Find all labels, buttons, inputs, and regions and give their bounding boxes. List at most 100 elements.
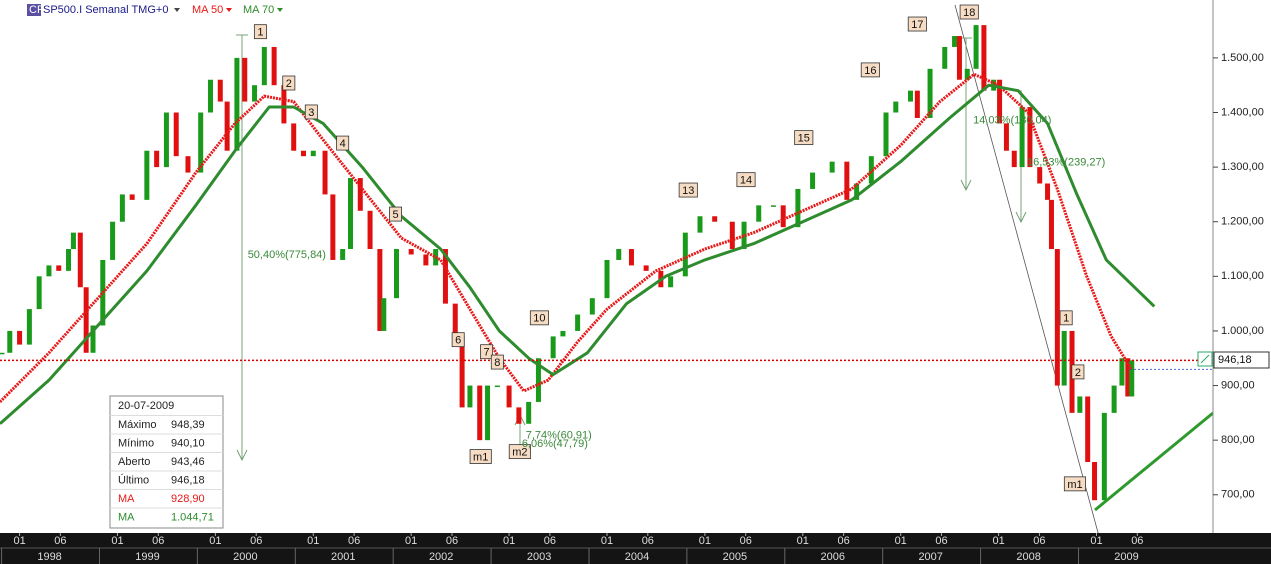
price-bar — [423, 254, 429, 266]
year-label: 2006 — [821, 551, 845, 563]
price-bar — [1119, 358, 1125, 386]
symbol-icon — [27, 4, 41, 16]
wave-label-text: m1 — [473, 451, 488, 463]
symbol-label[interactable]: SP500.I Semanal TMG+0 — [43, 4, 168, 16]
wave-label: m2 — [508, 444, 531, 460]
price-bar — [854, 183, 860, 200]
price-bar — [442, 249, 448, 304]
price-bar — [129, 194, 135, 200]
wave-label: 8 — [490, 354, 504, 370]
price-bar — [973, 25, 979, 69]
moving-average — [0, 72, 1133, 403]
y-tick-label: 1.000,00 — [1221, 325, 1264, 337]
price-bar — [66, 249, 72, 271]
x-tick-label: 06 — [152, 535, 164, 547]
price-bar — [712, 216, 718, 222]
wave-label-box — [959, 4, 979, 20]
price-bar — [119, 194, 125, 222]
info-label: Aberto — [118, 456, 150, 468]
price-bar — [0, 352, 5, 355]
price-bar — [56, 265, 62, 271]
wave-label-text: 2 — [1075, 367, 1081, 379]
price-bar — [770, 205, 776, 207]
x-tick-label: 01 — [699, 535, 711, 547]
dropdown[interactable] — [226, 8, 232, 12]
price-bar — [300, 150, 306, 157]
price-bar — [224, 101, 230, 151]
wave-label: 15 — [794, 130, 814, 146]
price-bar — [1111, 385, 1117, 413]
price-bar — [163, 112, 169, 168]
info-value: 946,18 — [171, 474, 205, 486]
price-bar — [810, 172, 816, 189]
price-bar — [981, 25, 987, 91]
year-label: 2002 — [429, 551, 453, 563]
ma-label[interactable]: MA 70 — [243, 4, 274, 16]
price-marker: 946,18 — [1197, 351, 1270, 369]
wave-label: 2 — [1071, 364, 1085, 380]
wave-label-text: 7 — [484, 347, 490, 359]
year-label: 1999 — [135, 551, 159, 563]
info-date: 20-07-2009 — [118, 400, 174, 412]
price-bar — [185, 156, 191, 173]
price-bar — [46, 265, 52, 277]
price-bar — [604, 259, 610, 299]
wave-label-text: 1 — [1063, 313, 1069, 325]
wave-label-text: 4 — [340, 138, 346, 150]
wave-label-box — [490, 354, 504, 370]
wave-label-box — [508, 444, 531, 460]
x-tick-label: 01 — [209, 535, 221, 547]
price-bar — [1092, 462, 1098, 501]
x-tick-label: 06 — [642, 535, 654, 547]
price-bar — [394, 249, 400, 299]
price-bar — [1003, 123, 1009, 151]
price-bar — [7, 330, 13, 353]
price-bar — [357, 178, 363, 211]
legend: CFD SP500.I Semanal TMG+0 MA 50 MA 70 — [27, 4, 283, 16]
price-bar — [485, 385, 491, 441]
price-bar — [997, 79, 1003, 124]
price-bar — [668, 276, 674, 288]
price-bar — [616, 249, 622, 260]
price-bar — [550, 336, 556, 359]
dropdown[interactable] — [277, 8, 283, 12]
price-bar — [914, 90, 920, 118]
dropdown[interactable] — [174, 8, 180, 12]
wave-label-text: m1 — [1067, 479, 1082, 491]
price-bar — [729, 221, 735, 250]
y-tick-label: 1.200,00 — [1221, 216, 1264, 228]
price-bar — [367, 210, 373, 250]
wave-label: 14 — [736, 172, 756, 188]
year-label: 2009 — [1114, 551, 1138, 563]
price-bar — [408, 249, 414, 255]
y-axis-panel — [1213, 0, 1271, 533]
price-bar — [310, 150, 316, 157]
wave-label: 2 — [282, 75, 296, 91]
price-bar — [1019, 107, 1025, 168]
info-value: 948,39 — [171, 419, 205, 431]
price-bar — [330, 194, 336, 260]
price-bar — [90, 325, 96, 353]
price-bar — [347, 178, 353, 250]
x-tick-label: 06 — [740, 535, 752, 547]
x-tick-label: 06 — [348, 535, 360, 547]
x-tick-label: 06 — [1131, 535, 1143, 547]
wave-label: 1 — [1059, 310, 1073, 326]
price-bar — [1129, 360, 1135, 397]
price-bar — [893, 101, 899, 113]
info-label: MA — [118, 493, 135, 505]
price-bar — [956, 36, 962, 80]
wave-label-text: 16 — [864, 65, 876, 77]
price-bar — [252, 85, 258, 102]
plot-area: 1 2 3 4 5 6 78 10 13 14 15 16 17 18 m1 m2 1 2 m1 50,40%(775… — [0, 4, 1213, 501]
price-bar — [70, 232, 76, 250]
price-bar — [560, 330, 566, 337]
x-tick-label: 06 — [1033, 535, 1045, 547]
ma-label[interactable]: MA 50 — [192, 4, 223, 16]
wave-label-text: m2 — [512, 447, 527, 459]
wave-label-box — [304, 104, 318, 120]
x-tick-label: 06 — [544, 535, 556, 547]
x-tick-label: 01 — [992, 535, 1004, 547]
price-bar — [452, 303, 458, 337]
